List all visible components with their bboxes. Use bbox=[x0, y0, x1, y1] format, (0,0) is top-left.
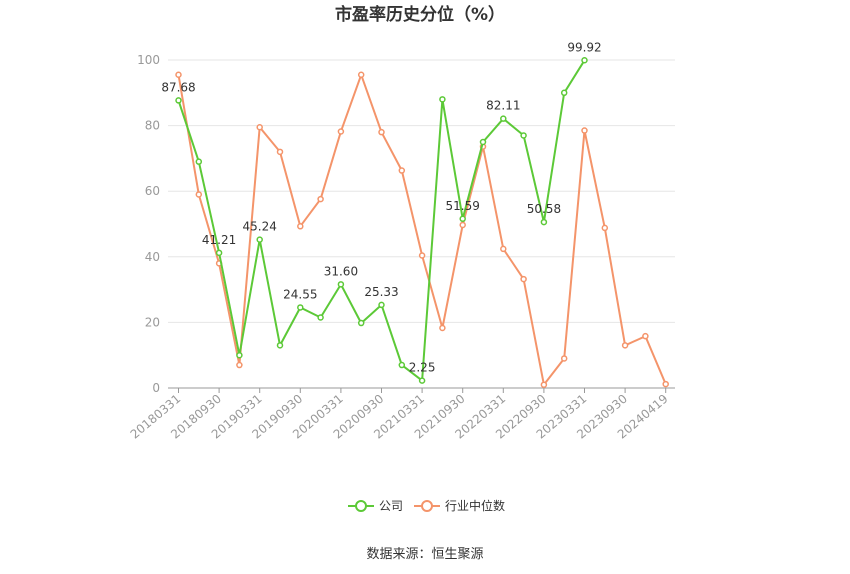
data-label: 31.60 bbox=[324, 264, 358, 278]
legend-marker bbox=[355, 500, 367, 512]
y-tick-label: 80 bbox=[145, 119, 160, 133]
series-point-0 bbox=[317, 314, 324, 321]
series-point-0 bbox=[297, 304, 304, 311]
series-point-0 bbox=[418, 377, 426, 384]
data-label: 82.11 bbox=[486, 99, 520, 113]
series-point-0 bbox=[215, 249, 223, 257]
series-point-1 bbox=[439, 324, 446, 332]
y-axis-ticks: 0 20 40 60 80 100 bbox=[137, 53, 160, 395]
y-tick-label: 20 bbox=[145, 315, 160, 329]
legend-marker bbox=[421, 500, 433, 512]
y-tick-label: 0 bbox=[152, 381, 160, 395]
series-point-0 bbox=[500, 115, 507, 122]
series-point-1 bbox=[459, 221, 466, 229]
series-point-0 bbox=[459, 215, 466, 223]
series-point-1 bbox=[560, 355, 568, 362]
y-tick-label: 60 bbox=[145, 184, 160, 198]
series-point-0 bbox=[256, 236, 263, 243]
series-point-1 bbox=[520, 275, 527, 283]
chart-title: 市盈率历史分位（%） bbox=[335, 4, 505, 25]
legend-item-1[interactable]: 行业中位数 bbox=[414, 498, 505, 513]
data-label: 25.33 bbox=[364, 285, 398, 299]
series-point-1 bbox=[256, 123, 263, 131]
series-point-0 bbox=[439, 96, 446, 103]
series-point-0 bbox=[479, 138, 487, 146]
series-point-1 bbox=[581, 127, 588, 134]
series-point-0 bbox=[195, 158, 203, 165]
data-label: 45.24 bbox=[243, 220, 277, 234]
series-point-0 bbox=[520, 132, 527, 139]
series-point-0 bbox=[398, 361, 406, 369]
series-point-1 bbox=[398, 167, 406, 174]
data-label: 41.21 bbox=[202, 233, 236, 247]
series-point-0 bbox=[175, 97, 182, 104]
series-point-1 bbox=[378, 128, 385, 136]
series-point-0 bbox=[560, 89, 568, 97]
series-layer bbox=[175, 57, 669, 388]
series-point-1 bbox=[601, 224, 609, 232]
series-point-0 bbox=[581, 57, 588, 64]
legend-label: 公司 bbox=[379, 499, 403, 513]
legend-item-0[interactable]: 公司 bbox=[348, 499, 403, 513]
source-text: 数据来源：恒生聚源 bbox=[366, 547, 483, 562]
series-point-1 bbox=[662, 380, 669, 388]
series-point-0 bbox=[236, 351, 243, 359]
series-point-1 bbox=[500, 245, 507, 253]
series-point-1 bbox=[236, 361, 243, 369]
data-label: 87.68 bbox=[161, 80, 195, 94]
series-point-1 bbox=[621, 342, 629, 349]
series-point-1 bbox=[276, 148, 284, 156]
series-point-1 bbox=[357, 71, 365, 79]
legend[interactable]: 公司 行业中位数 bbox=[348, 498, 505, 513]
series-point-0 bbox=[276, 342, 284, 349]
data-labels: 87.68 41.21 45.24 24.55 31.60 25.33 2.25 51.59 8… bbox=[161, 40, 601, 374]
series-point-1 bbox=[540, 381, 548, 388]
series-point-1 bbox=[317, 195, 324, 203]
series-point-1 bbox=[175, 71, 182, 79]
data-label: 24.55 bbox=[283, 287, 317, 301]
series-point-1 bbox=[337, 128, 345, 135]
series-point-1 bbox=[418, 252, 426, 259]
series-point-0 bbox=[540, 218, 548, 226]
data-label: 51.59 bbox=[446, 199, 480, 213]
data-label: 2.25 bbox=[409, 361, 436, 375]
series-point-1 bbox=[195, 191, 203, 198]
series-point-1 bbox=[297, 223, 304, 230]
series-point-0 bbox=[378, 301, 385, 309]
x-axis: 2018033120180930201903312019093020200331… bbox=[128, 387, 675, 442]
y-tick-label: 40 bbox=[145, 250, 160, 264]
series-point-0 bbox=[337, 281, 345, 288]
series-point-0 bbox=[357, 319, 365, 327]
data-label: 50.58 bbox=[527, 202, 561, 216]
series-point-1 bbox=[642, 332, 649, 340]
data-label: 99.92 bbox=[567, 40, 601, 54]
series-line-0 bbox=[177, 59, 586, 383]
grid-lines bbox=[168, 59, 675, 323]
legend-label: 行业中位数 bbox=[445, 498, 505, 513]
y-tick-label: 100 bbox=[137, 53, 160, 67]
